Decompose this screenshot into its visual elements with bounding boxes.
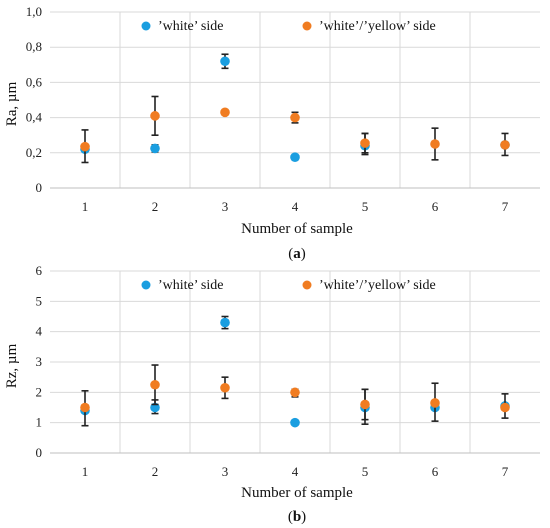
data-point [220,107,230,118]
data-point [290,152,300,162]
data-point [500,402,510,413]
series-1 [80,364,510,427]
data-point [220,382,230,393]
y-tick-label: 4 [36,324,43,339]
data-point [80,141,90,152]
legend-marker [302,21,312,31]
x-tick-label: 3 [222,199,229,214]
data-point [360,399,370,410]
y-tick-label: 0,6 [26,74,43,89]
legend-marker [302,280,312,290]
x-tick-label: 6 [432,199,439,214]
y-tick-label: 0,4 [26,110,43,125]
legend-label: ’white’ side [158,19,223,34]
x-tick-label: 2 [152,464,159,479]
data-point [290,387,300,398]
x-tick-label: 6 [432,464,439,479]
y-tick-label: 1 [36,415,43,430]
y-tick-label: 2 [36,384,43,399]
series-0 [80,53,510,162]
data-point [360,138,370,148]
x-tick-label: 4 [292,199,299,214]
legend-marker [141,280,151,290]
legend-label: ’white’/’yellow’ side [319,278,436,293]
data-point [220,317,230,328]
y-tick-label: 3 [36,354,43,369]
data-point [150,379,160,390]
x-axis-title: Number of sample [241,485,353,501]
x-tick-label: 1 [82,464,89,479]
data-point [290,417,300,428]
x-tick-label: 4 [292,464,299,479]
x-tick-label: 7 [502,464,509,479]
y-axis-title: Ra, µm [4,81,20,126]
series-0 [80,315,510,428]
data-point [150,111,160,121]
y-tick-label: 0 [36,180,43,195]
legend-label: ’white’ side [158,278,223,293]
legend-label: ’white’/’yellow’ side [319,19,436,34]
x-tick-label: 5 [362,199,369,214]
x-tick-label: 5 [362,464,369,479]
y-tick-label: 0,2 [26,145,42,160]
x-axis-title: Number of sample [241,221,353,237]
panel-label: (b) [288,509,306,525]
data-point [220,56,230,67]
chart-panel-b: 0 1 2 3 4 5 6 1 2 3 4 5 6 7 Number of sample Rz, µm (b) ’… [4,263,540,525]
y-tick-label: 0,8 [26,39,42,54]
x-tick-label: 2 [152,199,159,214]
y-tick-label: 5 [36,293,43,308]
data-point [430,139,440,149]
x-tick-label: 1 [82,199,89,214]
data-point [290,112,300,123]
data-point [430,398,440,408]
y-axis-title: Rz, µm [4,343,20,388]
data-point [500,140,510,150]
series-1 [80,95,510,164]
panel-label: (a) [288,246,306,262]
y-tick-label: 0 [36,445,43,460]
chart-panel-a: 0 0,2 0,4 0,6 0,8 1,0 1 2 3 4 5 6 7 Number of sample R… [4,4,540,262]
x-tick-label: 3 [222,464,229,479]
data-point [80,402,90,413]
y-tick-label: 1,0 [26,4,42,19]
legend-marker [141,21,151,31]
y-tick-label: 6 [36,263,43,278]
data-point [150,143,160,154]
x-tick-label: 7 [502,199,509,214]
